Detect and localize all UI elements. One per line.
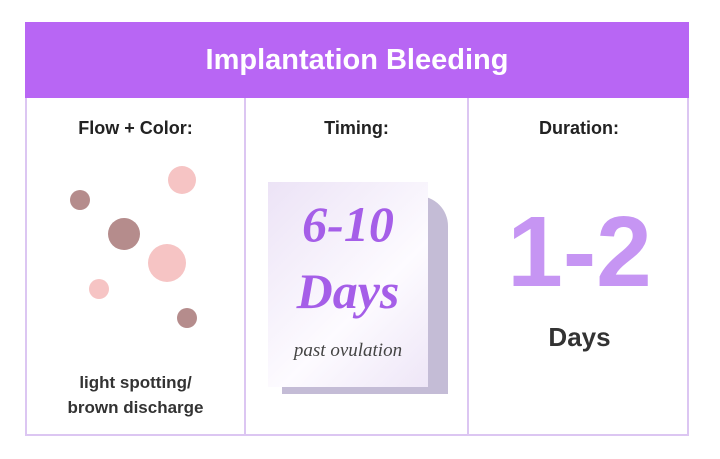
light-spot-icon: [148, 244, 186, 282]
light-spot-icon: [89, 279, 109, 299]
dark-spot-icon: [108, 218, 140, 250]
flow-color-heading: Flow + Color:: [78, 118, 193, 138]
paper-note: [268, 182, 428, 387]
dark-spot-icon: [177, 308, 197, 328]
flow-color-column: Flow + Color: light spotting/brown disch…: [27, 0, 244, 459]
flow-color-note: light spotting/brown discharge: [67, 373, 204, 417]
duration-unit: Days: [548, 322, 611, 352]
column-divider: [467, 98, 469, 436]
duration-value: 1-2: [507, 196, 652, 308]
light-spot-icon: [168, 166, 196, 194]
timing-subtext: past ovulation: [293, 340, 403, 361]
column-divider: [244, 98, 246, 436]
timing-heading: Timing:: [324, 118, 389, 138]
duration-column: Duration:: [469, 0, 689, 459]
timing-column: Timing:: [246, 0, 467, 459]
duration-heading: Duration:: [539, 118, 619, 138]
title-banner: Implantation Bleeding: [25, 22, 689, 98]
timing-value: 6-10: [302, 196, 394, 252]
timing-unit: Days: [296, 263, 400, 319]
dark-spot-icon: [70, 190, 90, 210]
